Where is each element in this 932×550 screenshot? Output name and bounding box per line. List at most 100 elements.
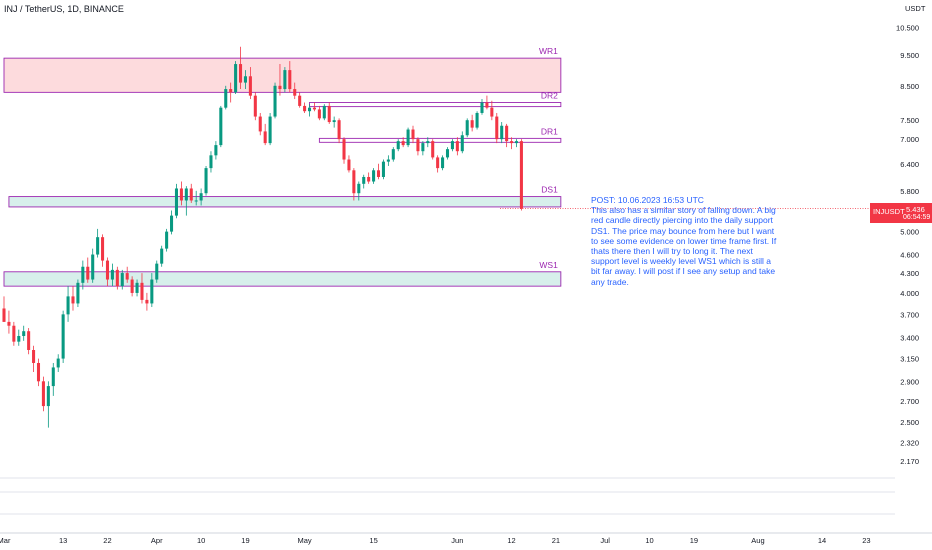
candle[interactable] (500, 125, 504, 140)
candle[interactable] (490, 107, 494, 117)
candle[interactable] (510, 141, 514, 144)
candle[interactable] (66, 296, 70, 315)
candle[interactable] (485, 102, 489, 108)
candle[interactable] (298, 95, 302, 106)
candle[interactable] (81, 266, 85, 283)
candle[interactable] (258, 116, 262, 132)
candle[interactable] (495, 116, 499, 140)
candle[interactable] (243, 76, 247, 83)
candle[interactable] (2, 308, 6, 322)
candle[interactable] (470, 120, 474, 128)
candle[interactable] (514, 141, 519, 144)
candle[interactable] (145, 299, 149, 304)
candle[interactable] (312, 107, 316, 110)
candle[interactable] (396, 141, 400, 150)
candle[interactable] (36, 362, 41, 382)
candle[interactable] (322, 105, 326, 119)
candle[interactable] (317, 109, 321, 119)
candle[interactable] (199, 193, 203, 201)
candle[interactable] (174, 188, 178, 216)
candle[interactable] (450, 141, 454, 150)
candle[interactable] (460, 135, 464, 152)
candle[interactable] (135, 282, 139, 293)
candle[interactable] (352, 170, 356, 194)
candle[interactable] (278, 85, 282, 90)
candle[interactable] (170, 215, 174, 232)
candle[interactable] (91, 254, 95, 280)
candle[interactable] (307, 107, 312, 112)
candle[interactable] (347, 159, 351, 171)
candle[interactable] (17, 335, 21, 342)
zone-dr1[interactable] (318, 137, 562, 143)
candle[interactable] (120, 273, 124, 287)
candle[interactable] (465, 120, 469, 136)
candle[interactable] (376, 170, 381, 177)
candle[interactable] (204, 168, 208, 194)
candle[interactable] (150, 279, 154, 304)
candle[interactable] (406, 129, 410, 146)
candle[interactable] (125, 273, 129, 280)
candle[interactable] (357, 183, 361, 194)
candle[interactable] (337, 120, 341, 140)
candle[interactable] (248, 76, 252, 96)
candle[interactable] (76, 282, 80, 304)
zone-ds1[interactable] (8, 196, 562, 208)
candle[interactable] (386, 159, 390, 162)
candle[interactable] (475, 112, 479, 128)
candle[interactable] (411, 129, 415, 140)
candle[interactable] (519, 141, 523, 209)
candle[interactable] (27, 331, 31, 350)
zone-wr1[interactable] (3, 57, 562, 93)
candle[interactable] (391, 149, 395, 160)
candle[interactable] (303, 105, 307, 112)
candle[interactable] (61, 314, 65, 359)
candle[interactable] (293, 89, 297, 96)
candle[interactable] (51, 367, 55, 387)
candle[interactable] (234, 64, 238, 93)
candle[interactable] (101, 237, 105, 261)
candle[interactable] (160, 248, 164, 264)
candle[interactable] (56, 358, 60, 368)
candle[interactable] (189, 188, 193, 201)
candle[interactable] (115, 269, 119, 287)
candle[interactable] (342, 139, 346, 160)
candle[interactable] (263, 131, 267, 144)
candle[interactable] (219, 107, 223, 146)
candle[interactable] (96, 237, 100, 255)
candle[interactable] (46, 386, 50, 407)
candle[interactable] (480, 102, 484, 113)
candle[interactable] (105, 260, 110, 280)
candle[interactable] (194, 200, 198, 202)
candle[interactable] (288, 70, 292, 90)
candle[interactable] (401, 141, 405, 146)
candle[interactable] (110, 269, 114, 280)
candle[interactable] (327, 105, 331, 123)
candle[interactable] (455, 141, 459, 152)
candle[interactable] (224, 89, 228, 108)
candle[interactable] (332, 120, 336, 123)
candle[interactable] (239, 64, 243, 83)
candle[interactable] (155, 263, 159, 280)
candle[interactable] (86, 266, 90, 280)
candle[interactable] (372, 170, 376, 182)
candle[interactable] (268, 116, 272, 144)
candle[interactable] (441, 157, 445, 169)
candle[interactable] (71, 296, 75, 304)
candle[interactable] (140, 282, 144, 300)
candle[interactable] (421, 143, 425, 152)
candle[interactable] (165, 231, 169, 249)
candle[interactable] (214, 145, 218, 156)
candle[interactable] (179, 188, 183, 201)
candle[interactable] (436, 157, 440, 169)
candle[interactable] (12, 325, 16, 342)
candle[interactable] (381, 161, 385, 177)
candle[interactable] (426, 141, 430, 144)
candle[interactable] (184, 188, 188, 201)
candle[interactable] (32, 349, 36, 363)
candle[interactable] (431, 141, 435, 158)
candle[interactable] (229, 89, 233, 93)
candle[interactable] (273, 85, 277, 117)
candle[interactable] (130, 279, 134, 293)
candle[interactable] (22, 331, 26, 336)
candle[interactable] (283, 70, 287, 90)
